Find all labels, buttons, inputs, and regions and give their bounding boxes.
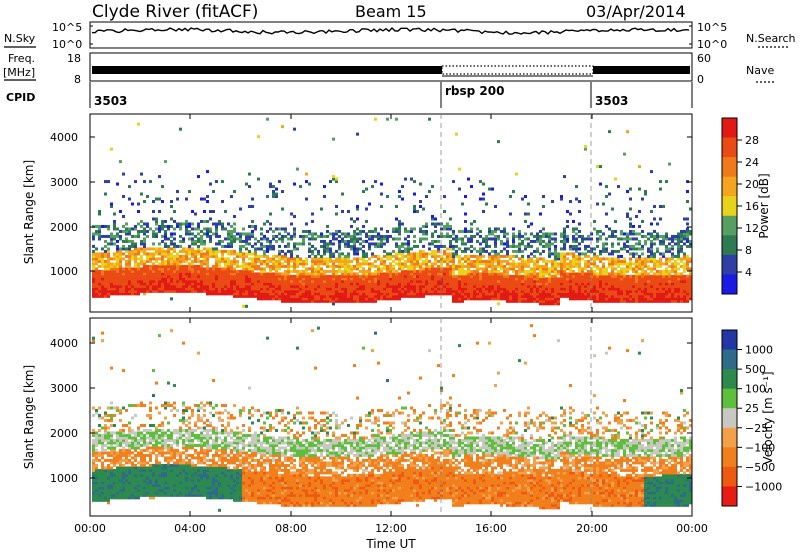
freq-left-top: 18 [67, 52, 81, 65]
freq-right-top: 60 [697, 52, 711, 65]
time-axis-label: Time UT [365, 537, 416, 551]
power-panel [90, 114, 692, 312]
noise-right-top: 10^5 [697, 21, 727, 34]
noise-sky-line [92, 28, 689, 34]
noise-right-bot: 10^0 [697, 38, 727, 51]
power-cbar-tick-0: 4 [745, 266, 752, 279]
cpid-label: CPID [6, 91, 35, 104]
velocity-ylabel: Slant Range [km] [22, 365, 36, 469]
velocity-ytick-2000: 2000 [50, 427, 78, 440]
power-cbar-tick-1: 8 [745, 244, 752, 257]
time-tick-0: 00:00 [74, 522, 106, 535]
cpid-segment-1: 3503 [94, 94, 127, 108]
power-ytick-2000: 2000 [50, 221, 78, 234]
station-title: Clyde River (fitACF) [92, 2, 258, 22]
nsky-label: N.Sky [4, 32, 36, 45]
velocity-cbar-tick-7: 1000 [745, 344, 773, 357]
freq-label: Freq. [8, 52, 35, 65]
velocity-cbar-label: Velocity [m s⁻¹] [761, 371, 775, 464]
cpid-segment-3: 3503 [595, 94, 628, 108]
freq-left-bot: 8 [74, 73, 81, 86]
velocity-cbar-tick-4: 25 [745, 402, 759, 415]
time-tick-3: 12:00 [375, 522, 407, 535]
velocity-ytick-3000: 3000 [50, 382, 78, 395]
noise-panel [90, 22, 692, 48]
velocity-heatmap [92, 324, 692, 512]
velocity-ytick-1000: 1000 [50, 472, 78, 485]
velocity-panel [90, 318, 692, 516]
beam-title: Beam 15 [355, 2, 427, 21]
power-ytick-1000: 1000 [50, 265, 78, 278]
time-tick-6: 00:00 [676, 522, 708, 535]
freq-right-bot: 0 [697, 73, 704, 86]
date-title: 03/Apr/2014 [586, 2, 686, 21]
time-tick-4: 16:00 [475, 522, 507, 535]
noise-left-bot: 10^0 [52, 38, 82, 51]
power-ytick-3000: 3000 [50, 176, 78, 189]
time-tick-5: 20:00 [576, 522, 608, 535]
velocity-ytick-4000: 4000 [50, 337, 78, 350]
power-heatmap [92, 118, 692, 308]
velocity-cbar-tick-0: −1000 [745, 480, 782, 493]
time-tick-2: 08:00 [275, 522, 307, 535]
cpid-segment-2: rbsp 200 [445, 84, 504, 98]
power-cbar-label: Power [dB] [757, 173, 771, 238]
power-cbar-tick-6: 28 [745, 134, 759, 147]
power-ytick-4000: 4000 [50, 131, 78, 144]
freq-panel [90, 53, 692, 81]
time-tick-1: 04:00 [174, 522, 206, 535]
noise-left-top: 10^5 [52, 21, 82, 34]
nsearch-label: N.Search [746, 32, 796, 45]
mhz-label: [MHz] [3, 66, 35, 79]
nave-label: Nave [746, 64, 774, 77]
power-cbar-tick-5: 24 [745, 156, 759, 169]
power-ylabel: Slant Range [km] [22, 160, 36, 264]
